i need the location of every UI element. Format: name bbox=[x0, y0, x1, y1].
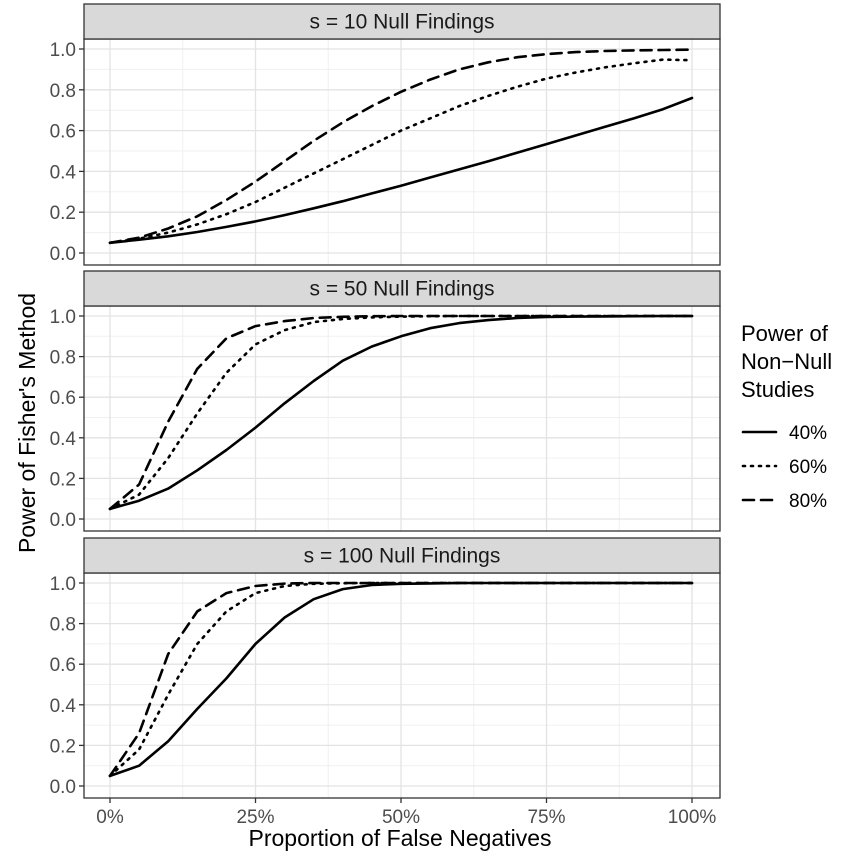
y-tick-label: 0.6 bbox=[50, 655, 76, 676]
series-line-60pct bbox=[108, 58, 694, 245]
facet-strip-label: s = 50 Null Findings bbox=[309, 278, 494, 301]
plot-background bbox=[84, 573, 720, 798]
y-tick-label: 1.0 bbox=[50, 307, 76, 328]
facet-panel: s = 100 Null Findings 0.0 0.2 0.4 0.6 0.8 1.0 0… bbox=[50, 537, 721, 828]
x-tick-label: 100% bbox=[668, 807, 717, 828]
y-tick-label: 0.4 bbox=[50, 429, 77, 450]
legend-label: 80% bbox=[789, 491, 827, 512]
x-tick-label: 25% bbox=[236, 807, 274, 828]
facet-panel: s = 10 Null Findings 0.0 0.2 0.4 0.6 0.8 1.0 bbox=[50, 3, 721, 266]
facet-panel: s = 50 Null Findings 0.0 0.2 0.4 0.6 0.8 1.0 bbox=[50, 270, 721, 532]
y-tick-label: 1.0 bbox=[50, 574, 76, 595]
legend-label: 60% bbox=[789, 457, 827, 478]
y-tick-label: 0.6 bbox=[50, 388, 76, 409]
facet-strip bbox=[83, 3, 721, 40]
y-tick-label: 0.2 bbox=[50, 736, 76, 757]
legend: Power of Non−Null Studies 40% 60% 80% bbox=[741, 321, 832, 512]
y-tick-label: 0.4 bbox=[50, 696, 77, 717]
series-line-80pct bbox=[108, 581, 694, 778]
x-tick-label: 0% bbox=[96, 807, 124, 828]
series-line-40pct bbox=[108, 96, 694, 245]
facet-panels: s = 10 Null Findings0.00.20.40.60.81.0s … bbox=[50, 3, 721, 828]
legend-title-line: Non−Null bbox=[741, 349, 832, 374]
x-tick-label: 50% bbox=[382, 807, 420, 828]
y-tick-label: 0.0 bbox=[50, 777, 76, 798]
facet-strip-label: s = 100 Null Findings bbox=[304, 545, 501, 568]
y-tick-label: 0.0 bbox=[50, 510, 76, 531]
y-axis-title: Power of Fisher's Method bbox=[14, 293, 40, 553]
y-tick-label: 0.4 bbox=[50, 162, 77, 183]
y-tick-label: 0.2 bbox=[50, 203, 76, 224]
legend-label: 40% bbox=[789, 423, 827, 444]
y-tick-label: 1.0 bbox=[50, 40, 76, 61]
facet-strip bbox=[83, 270, 721, 307]
y-tick-label: 0.8 bbox=[50, 348, 76, 369]
y-tick-label: 0.0 bbox=[50, 244, 76, 265]
series-line-80pct bbox=[108, 48, 694, 245]
series-line-80pct bbox=[108, 314, 694, 511]
y-tick-label: 0.2 bbox=[50, 469, 76, 490]
legend-title-line: Studies bbox=[741, 377, 814, 402]
plot-background bbox=[84, 306, 720, 531]
x-axis-title: Proportion of False Negatives bbox=[249, 825, 552, 851]
plot-background bbox=[84, 39, 720, 265]
facet-strip-label: s = 10 Null Findings bbox=[309, 11, 494, 34]
y-tick-label: 0.6 bbox=[50, 122, 76, 143]
legend-title-line: Power of bbox=[741, 321, 829, 346]
x-tick-label: 75% bbox=[527, 807, 565, 828]
facet-strip bbox=[83, 537, 721, 574]
y-tick-label: 0.8 bbox=[50, 81, 76, 102]
y-tick-label: 0.8 bbox=[50, 615, 76, 636]
